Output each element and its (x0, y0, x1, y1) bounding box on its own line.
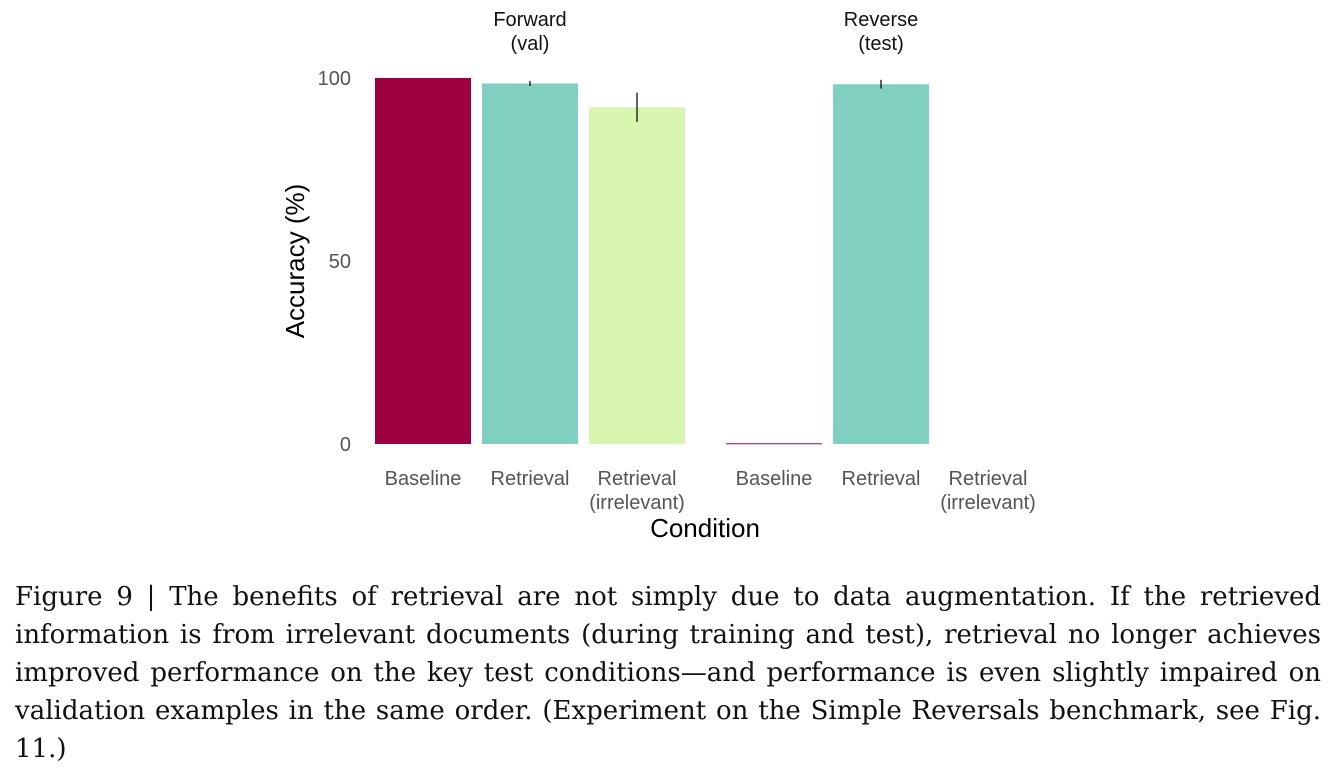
facet-title: Forward (493, 9, 566, 31)
y-tick-label: 50 (329, 251, 351, 273)
x-tick-label: (irrelevant) (589, 492, 685, 514)
facet-panel: Forward(val)Baseline Retrieval Retrieval(i… (375, 9, 685, 514)
bar (833, 84, 929, 445)
x-tick-label: (irrelevant) (940, 492, 1036, 514)
x-tick-label: Retrieval (842, 468, 921, 490)
x-tick-label: Retrieval (949, 468, 1028, 490)
x-tick-label: Baseline (736, 468, 813, 490)
bar (482, 83, 578, 445)
bar (375, 78, 471, 444)
y-axis-ticks: 0 50 100 (318, 68, 351, 456)
y-axis-title: Accuracy (%) (280, 184, 310, 339)
facet-title: (val) (511, 33, 550, 55)
y-tick-label: 100 (318, 68, 351, 90)
facet-title: (test) (858, 33, 904, 55)
y-tick-label: 0 (340, 434, 351, 456)
x-tick-label: Baseline (385, 468, 462, 490)
facet-panel: Reverse(test)Baseline Retrieval Retrieval(… (726, 9, 1036, 514)
figure-caption: Figure 9 | The benefits of retrieval are… (15, 582, 1321, 764)
bar (589, 107, 685, 444)
x-tick-label: Retrieval (598, 468, 677, 490)
bar-chart: 0 50 100 Forward(val) Baseline Retrieval Retr… (280, 9, 1036, 543)
facet-title: Reverse (844, 9, 918, 31)
x-axis-title: Condition (650, 513, 760, 543)
chart-facets: Forward(val)Baseline Retrieval Retrieval(i… (375, 9, 1036, 514)
x-tick-label: Retrieval (491, 468, 570, 490)
bar (726, 443, 822, 445)
